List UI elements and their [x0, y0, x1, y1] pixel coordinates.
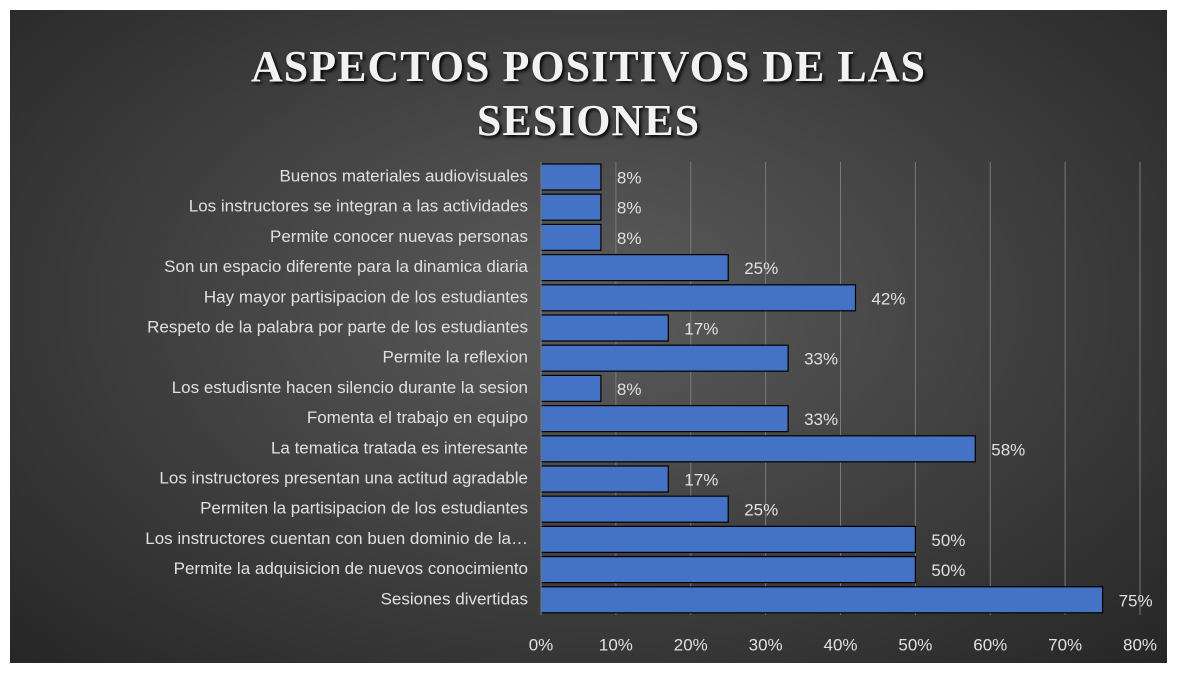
x-tick-label: 50% [898, 635, 932, 654]
value-label: 50% [931, 561, 965, 580]
bar [540, 223, 602, 251]
bar [540, 193, 602, 221]
y-tick-label: Los estudisnte hacen silencio durante la… [172, 378, 528, 397]
y-tick-label: Permite la reflexion [382, 348, 528, 367]
value-label: 33% [804, 410, 838, 429]
y-tick-label: La tematica tratada es interesante [271, 438, 528, 457]
x-tick-label: 0% [529, 635, 554, 654]
x-tick-label: 30% [749, 635, 783, 654]
y-tick-label: Los instructores se integran a las activ… [189, 197, 528, 216]
value-label: 42% [871, 289, 905, 308]
x-tick-label: 70% [1048, 635, 1082, 654]
bar [540, 284, 857, 312]
bar [540, 163, 602, 191]
value-label: 8% [617, 199, 642, 218]
y-tick-label: Son un espacio diferente para la dinamic… [164, 257, 528, 276]
bar [540, 465, 669, 493]
y-tick-label: Los instructores presentan una actitud a… [159, 468, 528, 487]
bar [540, 435, 976, 463]
bar [540, 254, 729, 282]
y-tick-label: Sesiones divertidas [381, 589, 528, 608]
bar [540, 495, 729, 523]
y-tick-label: Hay mayor partisipacion de los estudiant… [204, 287, 528, 306]
x-tick-label: 60% [973, 635, 1007, 654]
y-tick-label: Respeto de la palabra por parte de los e… [147, 317, 528, 336]
x-tick-label: 20% [674, 635, 708, 654]
value-label: 25% [744, 501, 778, 520]
bar [540, 555, 916, 584]
value-label: 75% [1119, 591, 1153, 610]
y-tick-label: Buenos materiales audiovisuales [279, 166, 528, 185]
bar [540, 586, 1104, 614]
value-label: 25% [744, 259, 778, 278]
y-tick-label: Los instructores cuentan con buen domini… [145, 529, 528, 548]
y-tick-label: Fomenta el trabajo en equipo [307, 408, 528, 427]
value-label: 50% [931, 531, 965, 550]
y-tick-label: Permite conocer nuevas personas [270, 227, 528, 246]
x-tick-label: 10% [599, 635, 633, 654]
value-label: 8% [617, 380, 642, 399]
bar [540, 525, 916, 554]
x-tick-label: 40% [823, 635, 857, 654]
y-tick-label: Permite la adquisicion de nuevos conocim… [174, 559, 528, 578]
value-label: 58% [991, 440, 1025, 459]
bar [540, 374, 602, 402]
x-tick-label: 80% [1123, 635, 1157, 654]
value-label: 8% [617, 229, 642, 248]
bar [540, 405, 789, 433]
y-tick-label: Permiten la partisipacion de los estudia… [200, 499, 528, 518]
value-label: 33% [804, 350, 838, 369]
bar [540, 344, 789, 372]
chart-title: ASPECTOS POSITIVOS DE LAS SESIONES [251, 42, 926, 145]
value-label: 17% [684, 319, 718, 338]
value-label: 17% [684, 470, 718, 489]
bar [540, 314, 669, 342]
value-label: 8% [617, 168, 642, 187]
